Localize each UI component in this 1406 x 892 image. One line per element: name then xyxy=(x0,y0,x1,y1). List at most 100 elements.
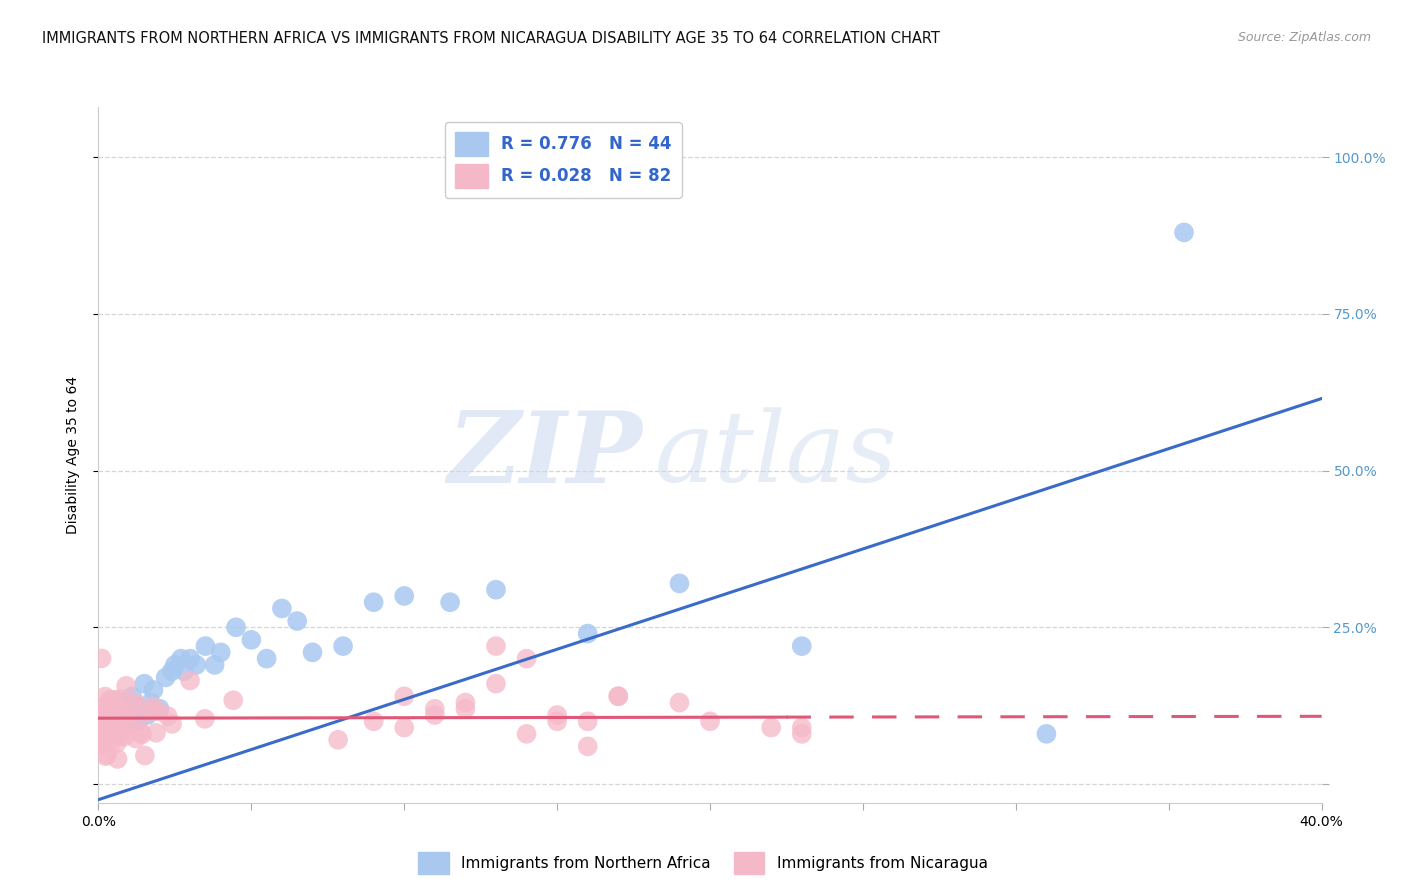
Point xyxy=(142,683,165,698)
Point xyxy=(108,696,131,710)
Point xyxy=(1035,727,1057,741)
Point xyxy=(115,708,138,723)
Point xyxy=(439,595,461,609)
Point xyxy=(98,728,121,742)
Point xyxy=(125,698,148,712)
Point xyxy=(104,695,127,709)
Point xyxy=(111,723,134,737)
Point xyxy=(668,576,690,591)
Point xyxy=(124,702,146,716)
Point xyxy=(93,721,115,735)
Point xyxy=(485,676,508,690)
Point xyxy=(576,626,599,640)
Point xyxy=(127,714,149,729)
Point xyxy=(90,701,112,715)
Point xyxy=(129,725,152,739)
Point xyxy=(699,714,721,729)
Point xyxy=(155,670,177,684)
Point xyxy=(326,732,349,747)
Point xyxy=(115,717,138,731)
Point xyxy=(100,696,122,710)
Point xyxy=(134,748,156,763)
Point xyxy=(93,729,115,743)
Point xyxy=(173,664,195,678)
Point xyxy=(90,723,112,738)
Point xyxy=(136,708,159,723)
Point xyxy=(90,736,112,750)
Point xyxy=(128,712,150,726)
Text: ZIP: ZIP xyxy=(447,407,643,503)
Point xyxy=(179,673,201,688)
Point xyxy=(546,714,568,729)
Point xyxy=(90,735,112,749)
Point xyxy=(108,692,131,706)
Point xyxy=(134,676,156,690)
Point xyxy=(139,705,162,719)
Point xyxy=(115,707,138,722)
Point xyxy=(790,721,813,735)
Point xyxy=(194,639,217,653)
Point xyxy=(90,712,112,726)
Point xyxy=(285,614,308,628)
Point xyxy=(91,712,114,726)
Point xyxy=(363,595,385,609)
Point xyxy=(93,702,115,716)
Point xyxy=(100,727,122,741)
Point xyxy=(156,709,179,723)
Point xyxy=(121,690,143,704)
Point xyxy=(392,589,416,603)
Point xyxy=(115,679,138,693)
Point xyxy=(186,657,208,672)
Point xyxy=(90,714,112,729)
Point xyxy=(759,721,782,735)
Point xyxy=(607,690,630,704)
Point xyxy=(108,729,131,743)
Point xyxy=(107,752,129,766)
Point xyxy=(110,711,132,725)
Point xyxy=(101,732,124,747)
Point xyxy=(98,695,121,709)
Point xyxy=(148,704,170,718)
Point xyxy=(516,727,538,741)
Point xyxy=(576,739,599,754)
Point xyxy=(118,714,141,729)
Point xyxy=(790,727,813,741)
Point xyxy=(194,712,217,726)
Point xyxy=(516,651,538,665)
Point xyxy=(204,657,226,672)
Point xyxy=(105,706,128,720)
Point xyxy=(103,702,125,716)
Point xyxy=(131,727,153,741)
Point xyxy=(90,704,112,718)
Point xyxy=(170,651,193,665)
Point xyxy=(149,702,172,716)
Point xyxy=(96,747,118,762)
Point xyxy=(392,721,416,735)
Point xyxy=(607,690,630,704)
Point xyxy=(98,692,121,706)
Point xyxy=(122,696,145,710)
Point xyxy=(301,645,323,659)
Point xyxy=(485,639,508,653)
Point xyxy=(363,714,385,729)
Text: IMMIGRANTS FROM NORTHERN AFRICA VS IMMIGRANTS FROM NICARAGUA DISABILITY AGE 35 T: IMMIGRANTS FROM NORTHERN AFRICA VS IMMIG… xyxy=(42,31,941,46)
Text: atlas: atlas xyxy=(655,408,898,502)
Point xyxy=(222,693,245,707)
Point xyxy=(100,721,122,735)
Point xyxy=(107,704,129,718)
Point xyxy=(454,696,477,710)
Point xyxy=(111,721,134,735)
Point xyxy=(103,706,125,721)
Point xyxy=(94,749,117,764)
Point xyxy=(392,690,416,704)
Point xyxy=(112,713,135,727)
Point xyxy=(105,714,128,729)
Point xyxy=(139,696,162,710)
Point xyxy=(90,651,112,665)
Point xyxy=(96,709,118,723)
Point xyxy=(225,620,247,634)
Point xyxy=(98,723,121,737)
Point xyxy=(270,601,292,615)
Point xyxy=(163,657,186,672)
Point xyxy=(91,737,114,751)
